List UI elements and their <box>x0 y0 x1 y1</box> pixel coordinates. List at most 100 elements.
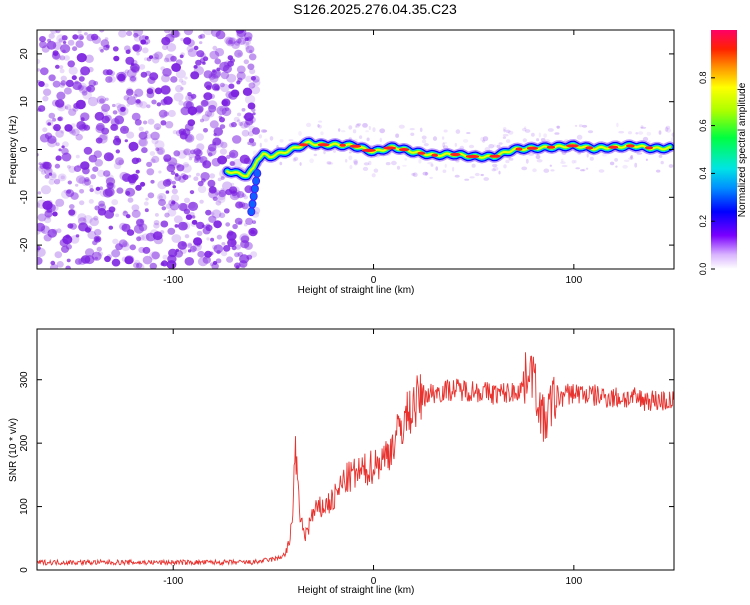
noise-speck <box>116 71 127 82</box>
noise-speck <box>52 50 59 56</box>
track-hotspot <box>339 143 346 147</box>
noise-speck <box>37 229 41 235</box>
noise-speck <box>130 173 139 181</box>
noise-speck <box>126 68 137 78</box>
track-halo-speck <box>468 144 475 149</box>
noise-speck <box>135 184 142 191</box>
track-halo-speck <box>442 142 445 148</box>
track-halo-speck <box>502 127 507 132</box>
track-halo-speck <box>498 170 501 175</box>
noise-speck <box>160 220 169 228</box>
noise-speck <box>82 91 92 100</box>
noise-speck <box>230 121 237 128</box>
noise-speck <box>249 68 256 75</box>
noise-speck <box>55 30 61 34</box>
track-hotspot <box>399 148 410 152</box>
track-halo-speck <box>441 136 445 140</box>
track-halo-speck <box>379 128 386 134</box>
track-halo-speck <box>560 161 566 164</box>
noise-speck <box>61 35 68 41</box>
noise-speck <box>173 150 181 157</box>
noise-speck <box>146 104 151 109</box>
noise-speck <box>156 147 165 156</box>
noise-speck <box>162 44 168 51</box>
noise-speck <box>187 174 192 178</box>
noise-speck <box>104 187 115 197</box>
noise-speck <box>196 243 201 247</box>
noise-speck <box>55 142 60 147</box>
noise-speck <box>70 192 79 200</box>
track-halo-speck <box>366 137 370 142</box>
noise-speck <box>162 254 168 260</box>
noise-speck <box>39 36 46 43</box>
track-halo-speck <box>505 159 510 164</box>
noise-speck <box>142 47 149 54</box>
noise-speck <box>216 192 226 201</box>
noise-speck <box>133 44 143 53</box>
noise-speck <box>209 74 219 83</box>
noise-speck <box>76 53 87 63</box>
noise-speck <box>58 38 63 43</box>
noise-speck <box>195 105 204 113</box>
noise-speck <box>217 155 228 165</box>
noise-speck <box>80 255 91 264</box>
noise-speck <box>220 141 228 149</box>
noise-speck <box>175 84 183 93</box>
track-halo-speck <box>379 137 382 143</box>
noise-speck <box>52 80 61 88</box>
noise-speck <box>213 244 224 254</box>
noise-speck <box>210 69 221 79</box>
noise-speck <box>83 124 91 131</box>
noise-speck <box>208 73 216 80</box>
noise-speck <box>37 58 41 65</box>
noise-speck <box>234 40 241 46</box>
noise-speck <box>130 148 134 152</box>
noise-speck <box>208 189 219 199</box>
noise-speck <box>81 90 88 96</box>
noise-speck <box>40 67 49 76</box>
noise-speck <box>215 30 226 40</box>
noise-speck <box>63 55 70 61</box>
noise-speck <box>248 138 255 143</box>
noise-speck <box>140 39 147 45</box>
track-halo-speck <box>454 142 457 147</box>
track-halo-speck <box>345 158 348 163</box>
track-halo-speck <box>430 163 434 167</box>
noise-speck <box>215 200 222 206</box>
noise-speck <box>64 104 72 111</box>
noise-speck <box>211 209 222 219</box>
noise-speck <box>94 228 102 236</box>
noise-speck <box>89 188 94 193</box>
colorbar-tick-label: 0.4 <box>698 167 708 180</box>
noise-speck <box>201 224 206 228</box>
noise-speck <box>135 169 140 174</box>
track-halo-speck <box>646 131 652 136</box>
noise-speck <box>193 158 199 163</box>
track-hotspot <box>626 144 635 148</box>
track-halo-speck <box>480 173 484 177</box>
noise-speck <box>168 161 176 169</box>
track-halo-speck <box>540 138 546 142</box>
noise-speck <box>114 56 119 60</box>
noise-speck <box>47 228 57 238</box>
track-halo-speck <box>578 124 583 128</box>
noise-speck <box>56 261 64 268</box>
noise-speck <box>216 105 227 116</box>
noise-speck <box>240 235 250 244</box>
noise-speck <box>87 230 97 240</box>
noise-speck <box>144 136 148 140</box>
y-tick-label: 200 <box>19 434 30 451</box>
noise-speck <box>174 224 179 228</box>
noise-speck <box>139 218 145 224</box>
noise-speck <box>178 128 186 136</box>
noise-speck <box>162 179 172 187</box>
noise-speck <box>73 165 82 172</box>
track-halo-speck <box>292 158 297 162</box>
noise-speck <box>55 64 60 69</box>
noise-speck <box>115 157 124 166</box>
noise-speck <box>75 175 86 184</box>
noise-speck <box>229 191 240 201</box>
track-halo-speck <box>645 158 649 161</box>
track-halo-speck <box>508 157 514 161</box>
